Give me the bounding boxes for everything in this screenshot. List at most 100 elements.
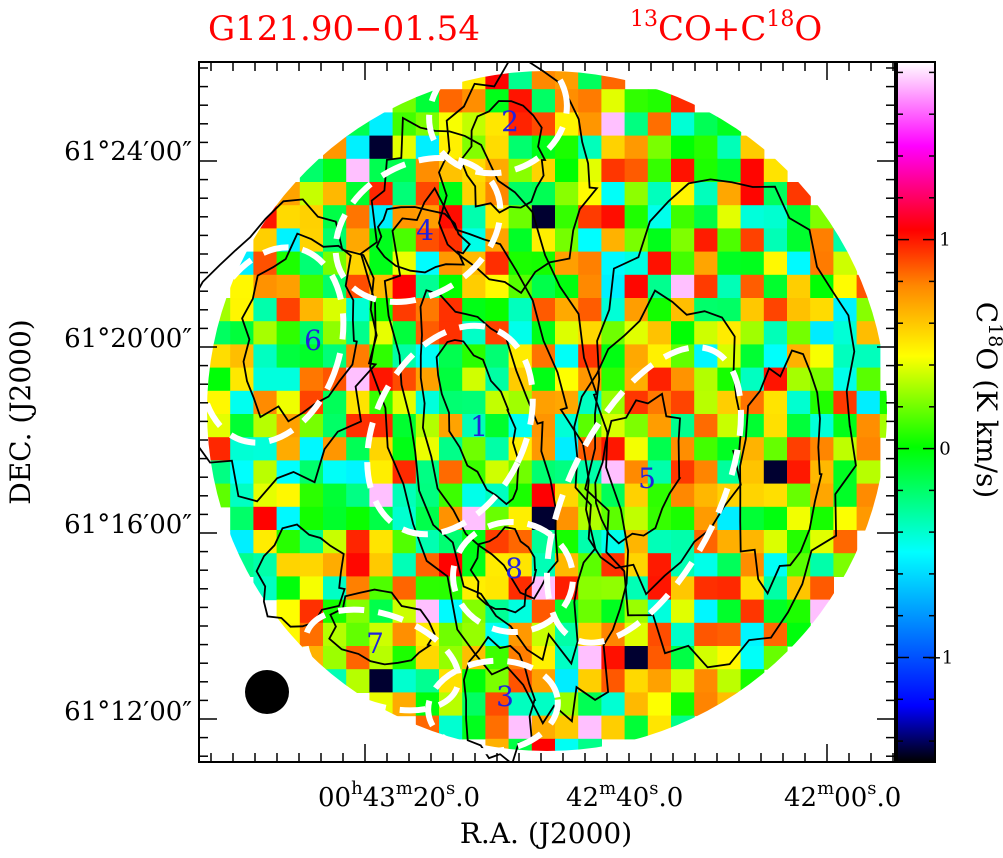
region-outlines xyxy=(199,62,744,755)
heatmap-cell xyxy=(624,576,649,601)
heatmap-cell xyxy=(787,460,811,485)
heatmap-cell xyxy=(555,182,579,206)
heatmap-cell xyxy=(485,135,510,160)
heatmap-cell xyxy=(578,715,602,740)
heatmap-cell xyxy=(601,646,626,670)
heatmap-cell xyxy=(439,89,463,113)
heatmap-cell xyxy=(299,483,324,508)
heatmap-cell xyxy=(647,251,672,276)
heatmap-cell xyxy=(671,182,695,206)
heatmap-cell xyxy=(647,182,672,206)
heatmap-cell xyxy=(740,646,765,670)
heatmap-cell xyxy=(717,112,742,137)
heatmap-cell xyxy=(856,344,881,369)
heatmap-cell xyxy=(276,274,301,299)
heatmap-cell xyxy=(323,182,347,206)
heatmap-cell xyxy=(624,251,649,276)
heatmap-cell xyxy=(740,622,765,647)
heatmap-cell xyxy=(392,112,417,137)
heatmap-cell xyxy=(601,576,626,601)
heatmap-cell xyxy=(439,437,463,461)
contour-line xyxy=(594,392,682,545)
region-label: 1 xyxy=(470,410,488,443)
heatmap-cell xyxy=(253,205,278,229)
contour-line xyxy=(469,526,538,614)
region-label: 8 xyxy=(505,552,523,585)
heatmap-cell xyxy=(555,135,579,160)
heatmap-cell xyxy=(833,437,858,461)
heatmap-cell xyxy=(671,437,695,461)
heatmap-cell xyxy=(392,530,417,554)
heatmap-cell xyxy=(717,669,742,693)
heatmap-cell xyxy=(694,669,718,693)
heatmap-cell xyxy=(276,390,301,415)
heatmap-cell xyxy=(833,506,858,531)
heatmap-cell xyxy=(485,274,510,299)
heatmap-cell xyxy=(508,692,533,717)
heatmap-cell xyxy=(624,715,649,740)
heatmap-cell xyxy=(601,251,626,276)
region-ellipse xyxy=(364,322,536,538)
heatmap-cell xyxy=(810,321,834,345)
heatmap-cell xyxy=(601,483,626,508)
ra-minutes: 42 xyxy=(566,783,599,813)
heatmap-cell xyxy=(601,599,626,624)
colorbar-tick-label: 0 xyxy=(939,439,950,460)
heatmap-cell xyxy=(276,182,301,206)
heatmap-cell xyxy=(555,715,579,740)
heatmap-cell xyxy=(531,460,556,485)
heatmap-cell xyxy=(810,298,834,322)
heatmap-cell xyxy=(555,414,579,438)
heatmap-cell xyxy=(856,298,881,322)
heatmap-cell xyxy=(694,112,718,137)
heatmap-cell xyxy=(671,367,695,392)
heatmap-cell xyxy=(740,553,765,577)
heatmap-cell xyxy=(671,390,695,415)
heatmap-cell xyxy=(740,483,765,508)
heatmap-cell xyxy=(369,460,394,485)
ra-minutes: 42 xyxy=(784,783,817,813)
heatmap-cell xyxy=(462,599,486,624)
heatmap-cell xyxy=(508,599,533,624)
heatmap-cell xyxy=(439,483,463,508)
region-ellipse xyxy=(199,244,347,446)
heatmap-cell xyxy=(346,622,370,647)
heatmap-cell xyxy=(392,437,417,461)
heatmap-cell xyxy=(207,460,231,485)
heatmap-cell xyxy=(810,576,834,601)
heatmap-cell xyxy=(207,483,231,508)
colorbar xyxy=(896,61,936,763)
heatmap-cell xyxy=(323,599,347,624)
heatmap-cell xyxy=(392,135,417,160)
heatmap-cell xyxy=(207,437,231,461)
heatmap-cell xyxy=(856,460,881,485)
heatmap-cell xyxy=(763,506,788,531)
ra-seconds: 20 xyxy=(413,783,446,813)
heatmap-cell xyxy=(647,344,672,369)
heatmap-cell xyxy=(740,530,765,554)
heatmap-cell xyxy=(740,321,765,345)
heatmap-cell xyxy=(346,669,370,693)
region-label: 7 xyxy=(366,627,384,660)
heatmap-cell xyxy=(531,89,556,113)
heatmap-cell xyxy=(717,251,742,276)
heatmap-cell xyxy=(787,530,811,554)
heatmap-cell xyxy=(647,646,672,670)
heatmap-cell xyxy=(810,228,834,253)
heatmap-cell xyxy=(601,274,626,299)
heatmap-cell xyxy=(578,251,602,276)
heatmap-cell xyxy=(485,437,510,461)
heatmap-cell xyxy=(833,344,858,369)
heatmap-cell xyxy=(647,274,672,299)
heatmap-cell xyxy=(415,182,440,206)
heatmap-cell xyxy=(671,692,695,717)
heatmap-cell xyxy=(276,414,301,438)
heatmap-cell xyxy=(462,367,486,392)
heatmap-cell xyxy=(346,344,370,369)
heatmap-cell xyxy=(369,344,394,369)
heatmap-cell xyxy=(740,669,765,693)
heatmap-cell xyxy=(856,274,881,299)
heatmap-cell xyxy=(276,460,301,485)
region-label: 6 xyxy=(304,324,322,357)
heatmap-cell xyxy=(508,483,533,508)
